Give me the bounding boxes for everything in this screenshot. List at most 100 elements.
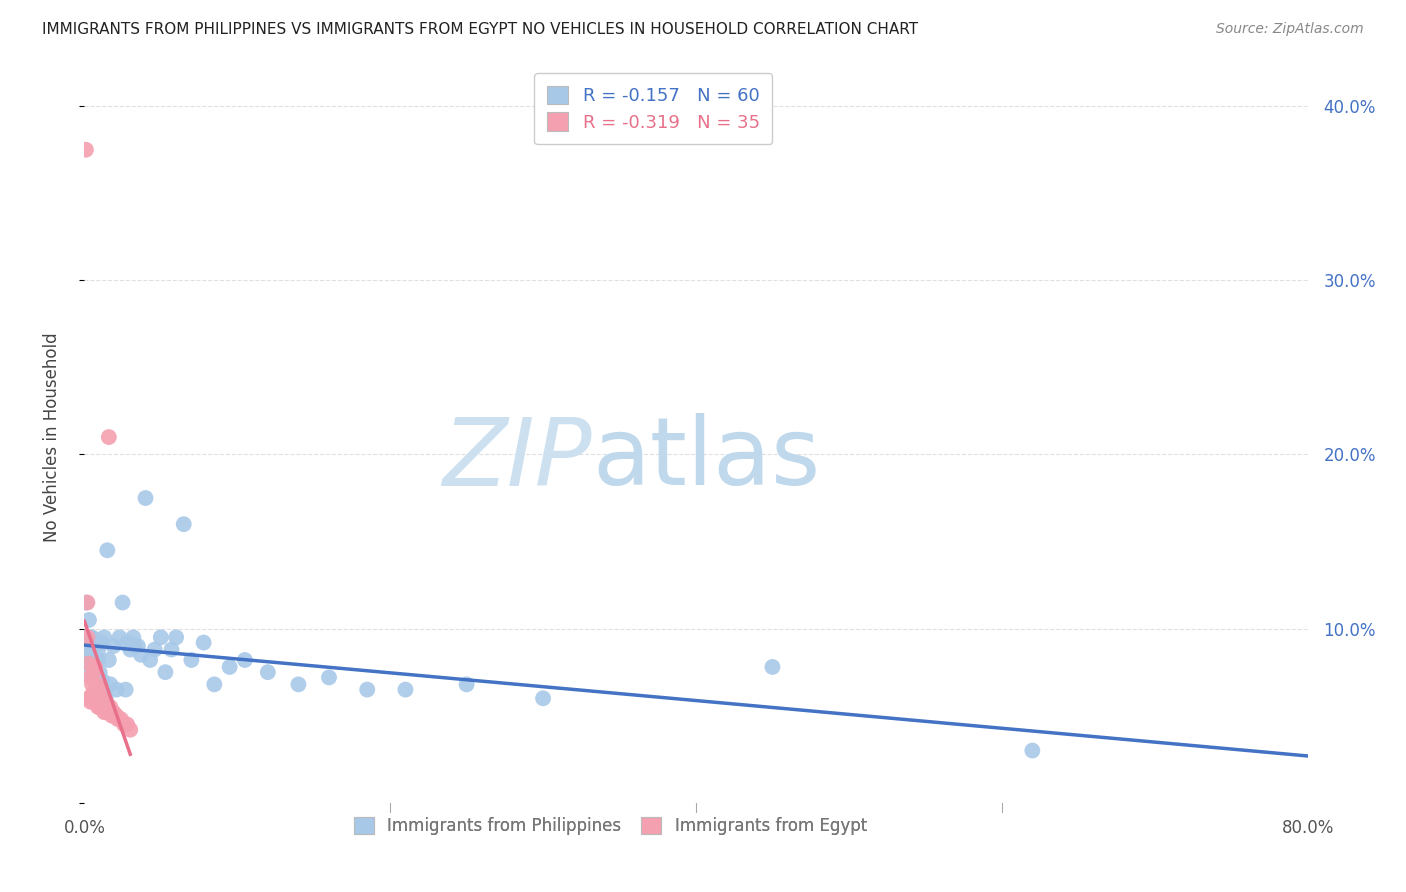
Point — [97, 653, 120, 667]
Point — [90, 691, 112, 706]
Point — [76, 631, 98, 645]
Point — [98, 700, 121, 714]
Text: atlas: atlas — [592, 413, 820, 505]
Point — [84, 660, 107, 674]
Point — [75, 143, 97, 157]
Point — [96, 705, 118, 719]
Point — [287, 677, 309, 691]
Point — [83, 695, 105, 709]
Point — [114, 682, 136, 697]
Point — [108, 631, 131, 645]
Point — [218, 660, 240, 674]
Point — [80, 648, 103, 662]
Point — [79, 670, 101, 684]
Point — [76, 639, 98, 653]
Point — [257, 665, 280, 680]
Point — [124, 639, 146, 653]
Point — [91, 695, 114, 709]
Y-axis label: No Vehicles in Household: No Vehicles in Household — [42, 332, 60, 542]
Point — [94, 691, 117, 706]
Point — [89, 700, 111, 714]
Point — [115, 717, 138, 731]
Point — [90, 635, 112, 649]
Point — [173, 517, 195, 532]
Point — [149, 631, 172, 645]
Point — [202, 677, 225, 691]
Point — [80, 677, 103, 691]
Point — [77, 665, 100, 680]
Point — [77, 657, 100, 671]
Point — [120, 642, 142, 657]
Point — [104, 708, 127, 723]
Point — [98, 677, 121, 691]
Point — [105, 682, 128, 697]
Point — [93, 631, 115, 645]
Point — [456, 677, 478, 691]
Point — [318, 670, 340, 684]
Point — [86, 670, 108, 684]
Point — [103, 639, 125, 653]
Point — [84, 653, 107, 667]
Point — [135, 491, 157, 505]
Point — [77, 648, 100, 662]
Point — [89, 665, 111, 680]
Point — [76, 631, 98, 645]
Point — [84, 660, 107, 674]
Point — [111, 595, 134, 609]
Point — [107, 712, 129, 726]
Point — [87, 688, 110, 702]
Point — [180, 653, 202, 667]
Point — [77, 691, 100, 706]
Point — [86, 677, 108, 691]
Point — [761, 660, 783, 674]
Point — [97, 430, 120, 444]
Point — [83, 665, 105, 680]
Point — [79, 631, 101, 645]
Point — [394, 682, 416, 697]
Point — [87, 653, 110, 667]
Point — [80, 631, 103, 645]
Point — [83, 665, 105, 680]
Point — [127, 639, 149, 653]
Point — [105, 708, 128, 723]
Point — [83, 639, 105, 653]
Point — [110, 712, 132, 726]
Point — [139, 653, 162, 667]
Point — [103, 705, 125, 719]
Point — [531, 691, 554, 706]
Point — [86, 682, 108, 697]
Point — [101, 708, 124, 723]
Point — [93, 705, 115, 719]
Point — [79, 695, 101, 709]
Point — [80, 688, 103, 702]
Point — [115, 635, 138, 649]
Point — [122, 631, 145, 645]
Point — [86, 695, 108, 709]
Point — [84, 691, 107, 706]
Point — [1021, 743, 1043, 757]
Legend: Immigrants from Philippines, Immigrants from Egypt: Immigrants from Philippines, Immigrants … — [347, 811, 873, 842]
Point — [76, 595, 98, 609]
Point — [75, 595, 97, 609]
Point — [143, 642, 166, 657]
Point — [129, 648, 152, 662]
Point — [91, 673, 114, 688]
Point — [120, 723, 142, 737]
Text: Source: ZipAtlas.com: Source: ZipAtlas.com — [1216, 22, 1364, 37]
Point — [160, 642, 183, 657]
Point — [96, 543, 118, 558]
Point — [94, 695, 117, 709]
Point — [112, 717, 135, 731]
Text: IMMIGRANTS FROM PHILIPPINES VS IMMIGRANTS FROM EGYPT NO VEHICLES IN HOUSEHOLD CO: IMMIGRANTS FROM PHILIPPINES VS IMMIGRANT… — [42, 22, 918, 37]
Point — [165, 631, 187, 645]
Point — [77, 613, 100, 627]
Point — [79, 657, 101, 671]
Point — [89, 682, 111, 697]
Point — [87, 700, 110, 714]
Point — [155, 665, 177, 680]
Text: ZIP: ZIP — [443, 414, 592, 505]
Point — [356, 682, 378, 697]
Point — [233, 653, 256, 667]
Point — [80, 657, 103, 671]
Point — [193, 635, 215, 649]
